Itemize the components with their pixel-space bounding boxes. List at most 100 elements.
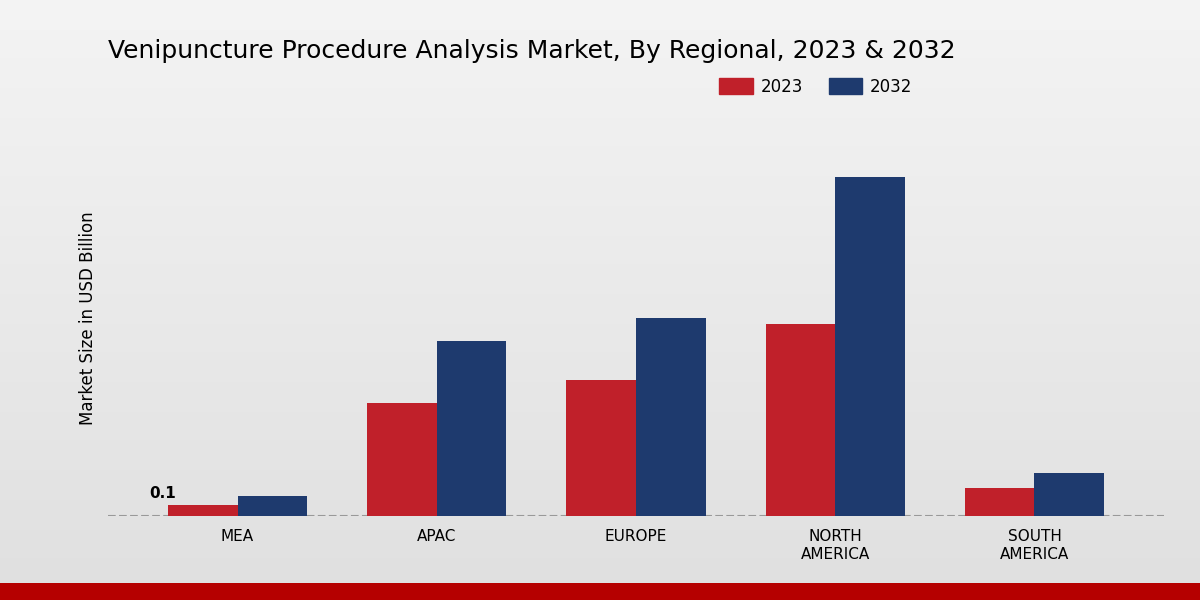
Bar (0, 414, 1200, 416)
Bar (0, 500, 1200, 502)
Bar (0, 356, 1200, 358)
Bar (0, 288, 1200, 290)
Bar (0, 494, 1200, 496)
Bar (0, 148, 1200, 150)
Bar (0, 328, 1200, 330)
Bar (0, 16, 1200, 18)
Bar (0, 554, 1200, 556)
Bar (0, 4, 1200, 6)
Bar (0, 298, 1200, 300)
Bar (0, 448, 1200, 450)
Bar (0, 290, 1200, 292)
Bar (835, 176, 905, 516)
Bar (0, 342, 1200, 344)
Bar (0, 480, 1200, 482)
Bar (0, 98, 1200, 100)
Bar (0, 568, 1200, 570)
Bar (0, 434, 1200, 436)
Bar (0, 402, 1200, 404)
Bar (0, 176, 1200, 178)
Bar (0, 432, 1200, 434)
Bar (0, 558, 1200, 560)
Bar (0, 170, 1200, 172)
Bar (0, 234, 1200, 236)
Bar (0, 70, 1200, 72)
Bar (0, 496, 1200, 498)
Bar (0, 282, 1200, 284)
Bar (0, 174, 1200, 176)
Bar (0, 318, 1200, 320)
Bar (0, 422, 1200, 424)
Bar (0, 484, 1200, 486)
Bar (0, 584, 1200, 586)
Bar (0, 386, 1200, 388)
Bar (0, 248, 1200, 250)
Bar (636, 318, 706, 516)
Bar (0, 302, 1200, 304)
Bar (0, 104, 1200, 106)
Bar (367, 403, 437, 516)
Bar (1034, 473, 1104, 516)
Bar (0, 336, 1200, 338)
Bar (0, 340, 1200, 342)
Bar (0, 332, 1200, 334)
Bar (0, 272, 1200, 274)
Bar (0, 44, 1200, 46)
Bar (0, 524, 1200, 526)
Bar (0, 100, 1200, 102)
Bar (0, 456, 1200, 458)
Bar (0, 278, 1200, 280)
Bar (0, 458, 1200, 460)
Bar (0, 8, 1200, 10)
Bar (0, 320, 1200, 322)
Bar (0, 594, 1200, 596)
Bar (0, 6, 1200, 8)
Bar (437, 341, 506, 516)
Bar (0, 534, 1200, 536)
Bar (0, 90, 1200, 92)
Bar (0, 590, 1200, 592)
Bar (0, 102, 1200, 104)
Bar (0, 264, 1200, 266)
Bar (0, 78, 1200, 80)
Bar (0, 528, 1200, 530)
Bar (0, 240, 1200, 242)
Bar (0, 482, 1200, 484)
Bar (0, 424, 1200, 426)
Bar (0, 2, 1200, 4)
Bar (0, 40, 1200, 42)
Bar (0, 154, 1200, 156)
Bar (0, 218, 1200, 220)
Bar (0, 518, 1200, 520)
Bar (0, 222, 1200, 224)
Bar (0, 38, 1200, 40)
Bar (0, 310, 1200, 312)
Bar (0, 96, 1200, 98)
Bar (0, 200, 1200, 202)
Bar (0, 446, 1200, 448)
Bar (0, 588, 1200, 590)
Bar (0, 190, 1200, 192)
Bar (0, 322, 1200, 324)
Bar (0, 578, 1200, 580)
Bar (0, 168, 1200, 170)
Bar (0, 108, 1200, 110)
Bar (0, 242, 1200, 244)
Bar (0, 238, 1200, 240)
Bar (0, 92, 1200, 94)
Bar (0, 488, 1200, 490)
Bar (0, 150, 1200, 152)
Bar (0, 444, 1200, 446)
Bar (0, 370, 1200, 372)
Bar (0, 128, 1200, 130)
Bar (0, 206, 1200, 208)
Bar (0, 84, 1200, 86)
Bar (0, 580, 1200, 582)
Bar (0, 526, 1200, 528)
Bar (0, 120, 1200, 122)
Bar (0, 258, 1200, 260)
Bar (0, 506, 1200, 508)
Bar (0, 198, 1200, 200)
Bar (0, 270, 1200, 272)
Bar (0, 398, 1200, 400)
